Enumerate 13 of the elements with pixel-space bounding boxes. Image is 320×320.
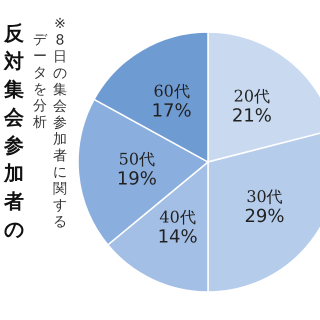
slice-label: 40代 (159, 208, 196, 227)
slice-label: 60代 (153, 81, 190, 100)
slice-label: 30代 (246, 186, 283, 206)
text: 反対集会参加者の (3, 21, 25, 241)
data-label: 19% (116, 168, 157, 190)
text: データを分析 (32, 32, 48, 130)
data-label: 14% (158, 226, 198, 248)
slice-label: 50代 (118, 150, 155, 169)
data-label: 17% (152, 100, 192, 122)
slice-label: 20代 (234, 86, 270, 106)
data-label: 21% (232, 106, 272, 127)
data-label: 29% (244, 206, 285, 227)
text: ※8日の集会参加者に関する (53, 16, 67, 230)
